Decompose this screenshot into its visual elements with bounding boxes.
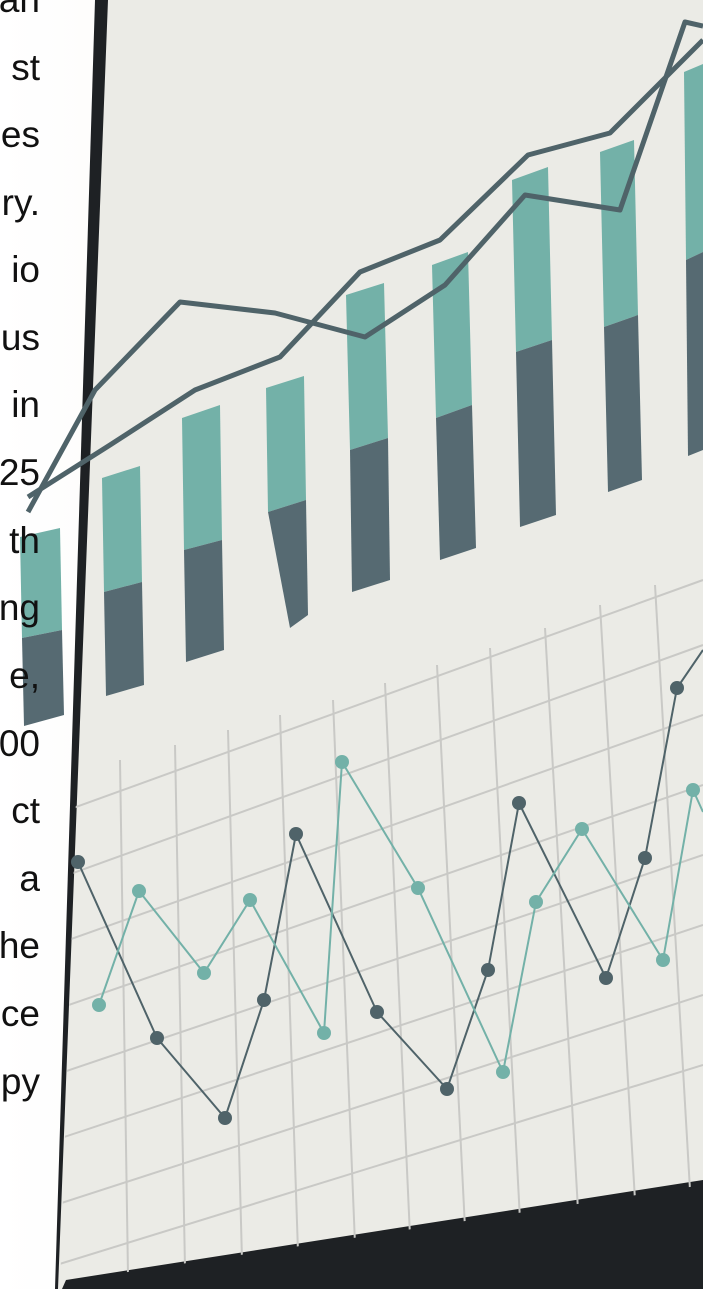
chart-illustration	[58, 579, 703, 1276]
text-fragment: e,	[9, 655, 40, 696]
text-fragment: th	[9, 520, 40, 561]
text-fragment: ry.	[2, 182, 40, 223]
grid	[58, 579, 703, 1276]
text-fragment: in	[11, 384, 40, 425]
trend-lines	[25, 19, 703, 514]
text-fragment: us	[1, 317, 40, 358]
text-fragment: ng	[0, 587, 40, 628]
text-fragment: he	[0, 925, 40, 966]
text-fragment: py	[1, 1061, 41, 1102]
cropped-text: an st es ry. io us in 25 th ng e, 00 ct a he ce py	[0, 0, 41, 1102]
text-fragment: an	[0, 0, 40, 20]
text-fragment: a	[19, 858, 40, 899]
text-fragment: es	[1, 114, 40, 155]
text-fragment: 25	[0, 452, 40, 493]
zigzag-points	[71, 681, 700, 1125]
text-fragment: ce	[1, 993, 40, 1034]
text-fragment: st	[11, 47, 41, 88]
text-fragment: 00	[0, 723, 40, 764]
text-fragment: ct	[11, 790, 41, 831]
bars	[20, 64, 703, 726]
text-fragment: io	[11, 249, 40, 290]
